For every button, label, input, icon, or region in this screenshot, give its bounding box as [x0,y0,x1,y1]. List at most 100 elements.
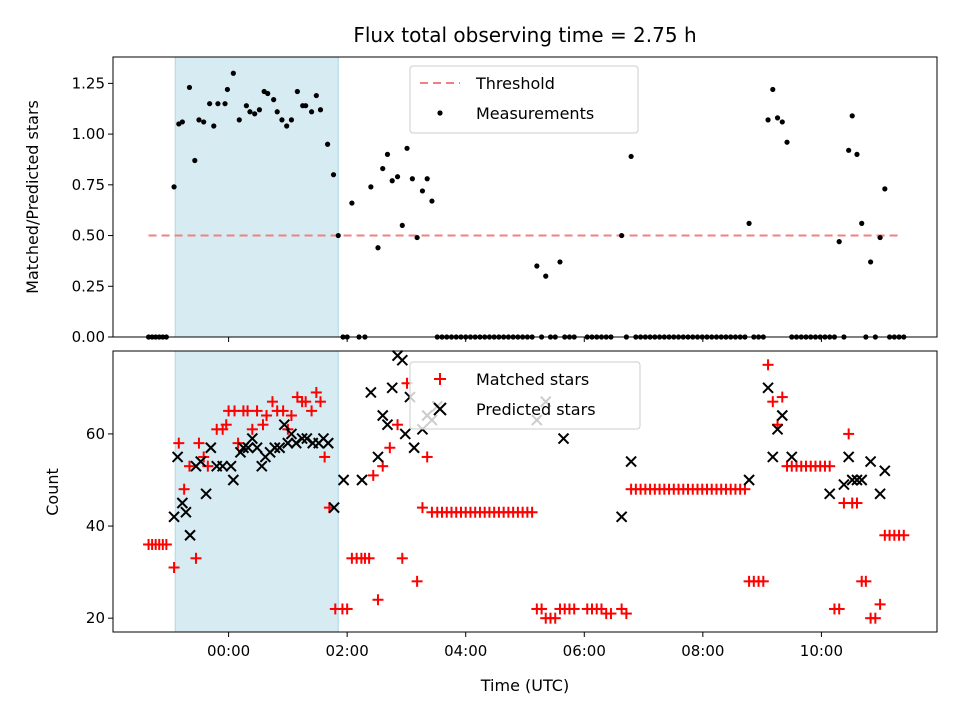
predicted-star-point [625,455,637,468]
measurement-point [288,117,295,123]
matched-star-point [300,396,312,408]
measurement-point [849,113,855,119]
predicted-star-point [776,409,788,422]
ratio-panel-shaded-span [174,56,339,338]
measurement-point [846,147,852,153]
count-legend: Matched stars Predicted stars [409,361,641,430]
predicted-star-point [256,460,268,472]
measurement-point [836,239,842,245]
y-tick-label: 0.25 [72,277,105,295]
ratio-panel-frame [112,56,938,338]
predicted-star-point [856,474,868,486]
matched-star-point [314,396,326,408]
measurement-point [211,123,217,129]
matched-star-point [310,386,322,398]
predicted-star-point [216,460,229,472]
measurement-point [303,103,309,109]
predicted-star-point [168,511,180,523]
matched-star-point [285,409,297,421]
measurement-point [313,92,319,99]
measurement-point [409,176,415,182]
measurement-point [399,222,405,229]
ratio-panel: 0.00 0.25 0.50 0.75 1.00 1.25 Matched/Predict… [23,56,938,346]
measurement-point [534,263,540,269]
predicted-star-point [171,451,184,463]
predicted-star-point [615,511,628,523]
ratio-y-axis-label: Matched/Predicted stars [23,100,42,294]
measurement-point [236,117,242,123]
x-tick-label: 00:00 [207,642,250,660]
predicted-star-point [874,488,886,500]
predicted-star-point [242,442,254,454]
matched-star-point [377,460,389,472]
matched-star-point [833,603,845,615]
matched-star-point [843,428,855,440]
measurement-point [779,119,785,125]
matched-star-point [869,612,881,624]
measurement-point [207,101,213,107]
predicted-star-point [205,442,217,454]
count-x-ticks: 00:00 02:00 04:00 06:00 08:00 10:00 [207,632,843,660]
legend-matched-swatch [434,373,446,385]
x-tick-label: 06:00 [563,642,606,660]
predicted-star-point [846,474,858,486]
measurement-point [330,172,337,178]
matched-star-point [319,451,331,463]
measurement-point [543,273,549,279]
predicted-star-point [864,455,877,468]
y-tick-label: 1.00 [72,125,105,143]
matched-star-point [266,396,278,408]
matched-star-point [767,396,779,408]
y-tick-label: 0.00 [72,328,105,346]
measurement-point [746,220,752,226]
predicted-star-point [237,442,250,454]
measurement-point [308,109,315,115]
y-tick-label: 40 [86,517,105,535]
measurement-point [324,141,331,147]
x-tick-label: 02:00 [326,642,369,660]
matched-star-point [620,608,632,620]
predicted-star-point [557,432,570,445]
measurement-point [230,70,236,76]
matched-star-point [367,469,379,481]
measurement-point [868,259,874,265]
legend-measurement-swatch [437,110,443,116]
predicted-star-point [399,428,411,440]
predicted-star-point [322,437,334,449]
matched-star-point [392,419,404,431]
measurement-point [294,88,300,95]
measurement-point [222,101,228,107]
matched-stars-points [143,359,910,624]
measurement-point [368,184,374,190]
measurement-point [557,259,563,265]
matched-star-point [341,603,353,615]
matched-star-point [411,575,423,587]
predicted-star-point [786,451,798,463]
predicted-star-point [356,474,368,486]
measurement-point [375,245,381,251]
matched-star-point [757,575,769,587]
matched-star-point [246,423,258,435]
predicted-star-point [328,501,340,514]
matched-star-point [851,497,863,509]
predicted-star-point [195,455,207,468]
matched-star-point [251,405,263,417]
measurement-point [859,220,865,226]
predicted-star-point [767,451,779,463]
matched-star-point [257,419,269,431]
measurement-point [419,188,426,194]
measurement-point [186,84,193,91]
matched-star-point [220,419,232,431]
matched-star-point [190,552,202,564]
measurement-point [265,90,271,97]
matched-star-point [860,575,872,587]
measurement-point [394,174,401,180]
matched-star-point [168,562,180,574]
legend-matched-label: Matched stars [476,370,589,389]
ratio-y-ticks: 0.00 0.25 0.50 0.75 1.00 1.25 [72,74,113,346]
matched-star-point [549,612,561,624]
measurement-point [774,115,781,121]
predicted-star-point [408,442,420,454]
matched-star-point [762,359,774,371]
predicted-star-point [285,428,298,440]
